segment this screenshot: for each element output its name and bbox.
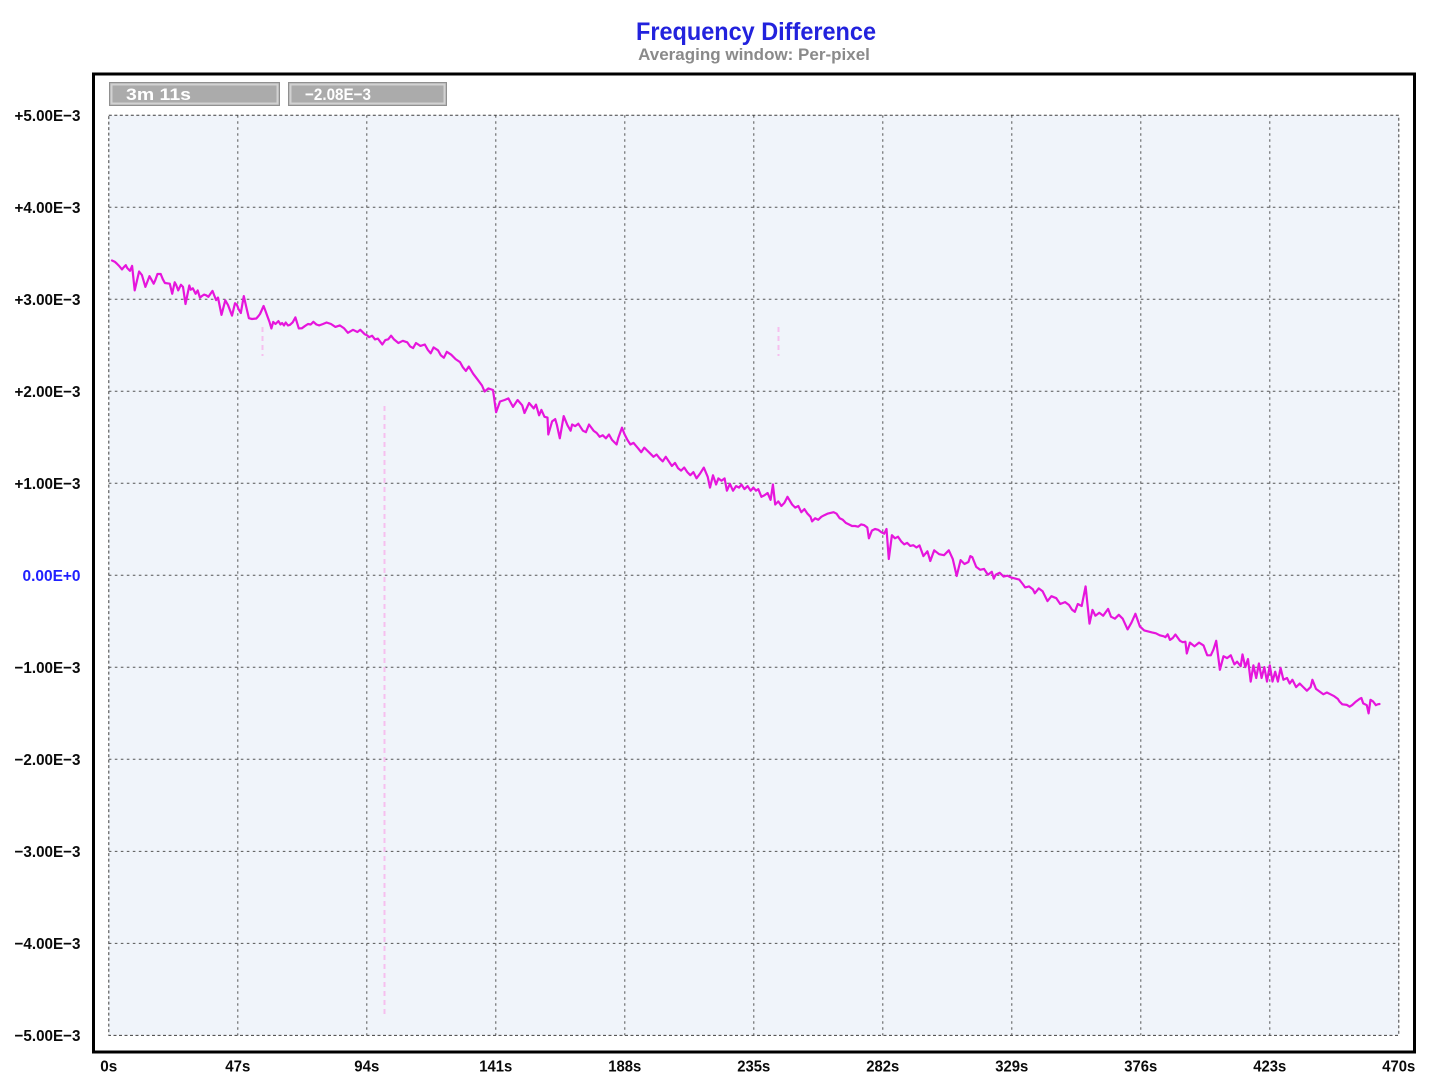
svg-text:+2.00E−3: +2.00E−3 [15, 384, 81, 401]
svg-text:188s: 188s [608, 1059, 641, 1076]
svg-text:376s: 376s [1124, 1059, 1157, 1076]
svg-text:−4.00E−3: −4.00E−3 [15, 936, 81, 953]
svg-text:423s: 423s [1253, 1059, 1286, 1076]
svg-text:47s: 47s [225, 1059, 250, 1076]
svg-text:−1.00E−3: −1.00E−3 [15, 660, 81, 677]
svg-text:+4.00E−3: +4.00E−3 [15, 200, 81, 217]
svg-text:94s: 94s [354, 1059, 379, 1076]
svg-text:+3.00E−3: +3.00E−3 [15, 292, 81, 309]
svg-text:0s: 0s [100, 1059, 117, 1076]
svg-text:Frequency Difference: Frequency Difference [636, 18, 876, 46]
svg-text:−2.08E−3: −2.08E−3 [305, 85, 371, 104]
svg-text:235s: 235s [737, 1059, 770, 1076]
svg-text:470s: 470s [1382, 1059, 1415, 1076]
svg-text:−2.00E−3: −2.00E−3 [15, 752, 81, 769]
svg-text:0.00E+0: 0.00E+0 [23, 568, 81, 585]
svg-text:−3.00E−3: −3.00E−3 [15, 844, 81, 861]
svg-text:3m 11s: 3m 11s [126, 85, 191, 104]
svg-text:+5.00E−3: +5.00E−3 [15, 108, 81, 125]
svg-text:282s: 282s [866, 1059, 899, 1076]
svg-text:Averaging window: Per-pixel: Averaging window: Per-pixel [638, 45, 870, 64]
svg-text:+1.00E−3: +1.00E−3 [15, 476, 81, 493]
svg-text:−5.00E−3: −5.00E−3 [15, 1028, 81, 1045]
svg-text:141s: 141s [479, 1059, 512, 1076]
svg-text:329s: 329s [995, 1059, 1028, 1076]
